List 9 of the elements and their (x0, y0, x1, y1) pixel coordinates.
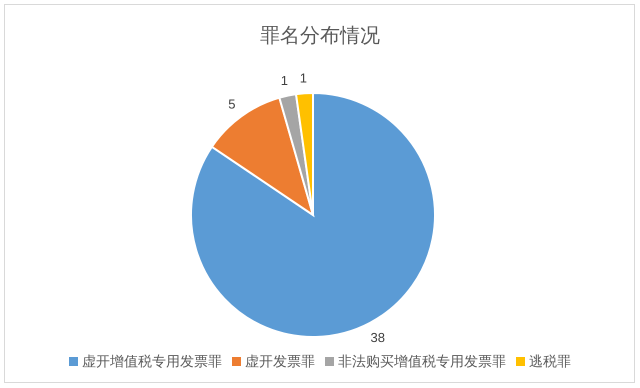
legend-label: 逃税罪 (529, 353, 571, 369)
legend-label: 非法购买增值税专用发票罪 (338, 353, 506, 369)
legend-label: 虚开发票罪 (245, 353, 315, 369)
data-label: 1 (280, 73, 288, 88)
data-label: 5 (228, 96, 236, 112)
legend-label: 虚开增值税专用发票罪 (82, 353, 222, 369)
data-label: 38 (370, 330, 386, 345)
data-label: 1 (300, 70, 307, 86)
chart-title: 罪名分布情况 (260, 25, 380, 47)
